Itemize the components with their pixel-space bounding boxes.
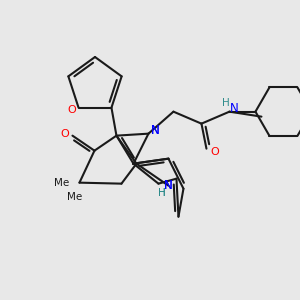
- Text: O: O: [210, 147, 219, 157]
- Text: Me: Me: [67, 192, 82, 202]
- Text: N: N: [151, 124, 160, 137]
- Text: N: N: [230, 102, 239, 115]
- Text: H: H: [222, 98, 229, 108]
- Text: O: O: [60, 129, 69, 139]
- Text: N: N: [164, 179, 173, 192]
- Text: N: N: [164, 179, 173, 192]
- Text: H: H: [158, 188, 165, 198]
- Text: N: N: [151, 124, 160, 137]
- Text: H: H: [158, 188, 165, 198]
- Text: O: O: [67, 105, 76, 115]
- Text: Me: Me: [54, 178, 69, 188]
